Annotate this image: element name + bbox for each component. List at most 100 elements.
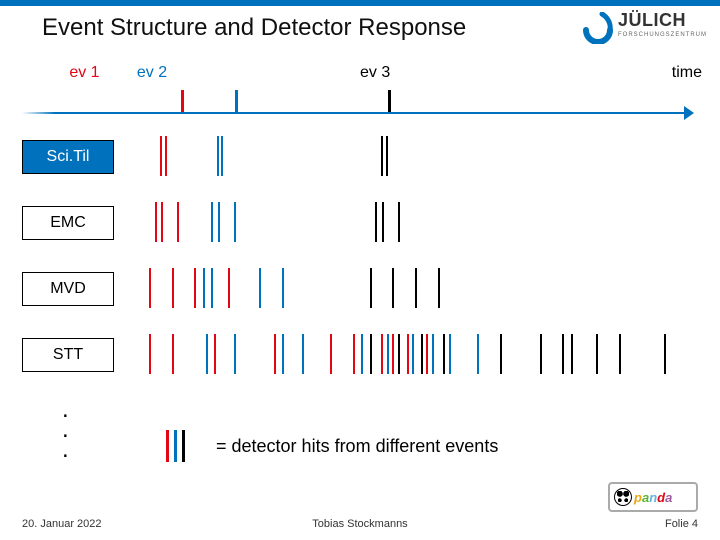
hit-tick bbox=[206, 334, 208, 374]
lane-tick-area bbox=[132, 202, 698, 242]
hit-tick bbox=[353, 334, 355, 374]
hit-tick bbox=[426, 334, 428, 374]
hit-tick bbox=[361, 334, 363, 374]
lane-label: Sci.Til bbox=[22, 140, 114, 174]
hit-tick bbox=[571, 334, 573, 374]
hit-tick bbox=[282, 268, 284, 308]
top-bar bbox=[0, 0, 720, 6]
hit-tick bbox=[282, 334, 284, 374]
hit-tick bbox=[415, 268, 417, 308]
axis-event-label-ev2: ev 2 bbox=[137, 64, 167, 82]
hit-tick bbox=[203, 268, 205, 308]
lane-tick-area bbox=[132, 268, 698, 308]
hit-tick bbox=[234, 202, 236, 242]
lane-mvd: MVD bbox=[22, 262, 698, 328]
axis-event-label-ev1: ev 1 bbox=[69, 64, 99, 82]
hit-tick bbox=[596, 334, 598, 374]
panda-letter: a bbox=[642, 490, 649, 505]
hit-tick bbox=[398, 202, 400, 242]
hit-tick bbox=[155, 202, 157, 242]
hit-tick bbox=[370, 334, 372, 374]
footer-author: Tobias Stockmanns bbox=[312, 518, 407, 530]
hit-tick bbox=[221, 136, 223, 176]
lane-label: STT bbox=[22, 338, 114, 372]
hit-tick bbox=[149, 268, 151, 308]
hit-tick bbox=[228, 268, 230, 308]
hit-tick bbox=[218, 202, 220, 242]
hit-tick bbox=[381, 136, 383, 176]
hit-tick bbox=[149, 334, 151, 374]
hit-tick bbox=[302, 334, 304, 374]
hit-tick bbox=[211, 268, 213, 308]
hit-tick bbox=[165, 136, 167, 176]
hit-tick bbox=[381, 334, 383, 374]
axis-time-label: time bbox=[672, 64, 702, 82]
legend-tick bbox=[182, 430, 185, 462]
hit-tick bbox=[217, 136, 219, 176]
panda-letter: p bbox=[634, 490, 642, 505]
hit-tick bbox=[392, 334, 394, 374]
time-axis: ev 1ev 2ev 3 time bbox=[22, 92, 698, 116]
lane-stt: STT bbox=[22, 328, 698, 394]
legend-text: = detector hits from different events bbox=[216, 436, 498, 457]
ellipsis-icon: ... bbox=[62, 400, 69, 460]
hit-tick bbox=[477, 334, 479, 374]
legend-ticks-icon bbox=[166, 430, 204, 462]
lane-label: EMC bbox=[22, 206, 114, 240]
hit-tick bbox=[392, 268, 394, 308]
hit-tick bbox=[432, 334, 434, 374]
lane-emc: EMC bbox=[22, 196, 698, 262]
hit-tick bbox=[500, 334, 502, 374]
hit-tick bbox=[234, 334, 236, 374]
hit-tick bbox=[274, 334, 276, 374]
lane-scitil: Sci.Til bbox=[22, 130, 698, 196]
hit-tick bbox=[211, 202, 213, 242]
julich-icon bbox=[582, 12, 614, 44]
hit-tick bbox=[540, 334, 542, 374]
hit-tick bbox=[443, 334, 445, 374]
lane-tick-area bbox=[132, 334, 698, 374]
hit-tick bbox=[370, 268, 372, 308]
hit-tick bbox=[449, 334, 451, 374]
hit-tick bbox=[259, 268, 261, 308]
hit-tick bbox=[386, 136, 388, 176]
julich-subtext: FORSCHUNGSZENTRUM bbox=[618, 32, 707, 38]
hit-tick bbox=[375, 202, 377, 242]
hit-tick bbox=[421, 334, 423, 374]
hit-tick bbox=[161, 202, 163, 242]
panda-letter: d bbox=[657, 490, 665, 505]
hit-tick bbox=[194, 268, 196, 308]
hit-tick bbox=[214, 334, 216, 374]
hit-tick bbox=[172, 268, 174, 308]
detector-lanes: Sci.Til EMC MVD STT bbox=[22, 130, 698, 394]
hit-tick bbox=[330, 334, 332, 374]
footer-page: Folie 4 bbox=[665, 518, 698, 530]
footer-date: 20. Januar 2022 bbox=[22, 518, 102, 530]
panda-logo: panda bbox=[608, 482, 698, 512]
legend-tick bbox=[166, 430, 169, 462]
slide: Event Structure and Detector Response JÜ… bbox=[0, 0, 720, 540]
axis-arrow-icon bbox=[684, 106, 694, 120]
hit-tick bbox=[177, 202, 179, 242]
legend: = detector hits from different events bbox=[166, 430, 498, 462]
hit-tick bbox=[387, 334, 389, 374]
hit-tick bbox=[172, 334, 174, 374]
axis-line bbox=[22, 112, 688, 114]
hit-tick bbox=[398, 334, 400, 374]
axis-event-label-ev3: ev 3 bbox=[360, 64, 390, 82]
slide-title: Event Structure and Detector Response bbox=[42, 14, 466, 42]
hit-tick bbox=[160, 136, 162, 176]
hit-tick bbox=[438, 268, 440, 308]
panda-letter: n bbox=[649, 490, 657, 505]
panda-letter: a bbox=[665, 490, 672, 505]
panda-icon bbox=[614, 488, 632, 506]
lane-label: MVD bbox=[22, 272, 114, 306]
hit-tick bbox=[382, 202, 384, 242]
legend-tick bbox=[174, 430, 177, 462]
julich-text: JÜLICH bbox=[618, 10, 686, 31]
hit-tick bbox=[412, 334, 414, 374]
julich-logo: JÜLICH FORSCHUNGSZENTRUM bbox=[582, 8, 702, 48]
lane-tick-area bbox=[132, 136, 698, 176]
hit-tick bbox=[407, 334, 409, 374]
hit-tick bbox=[664, 334, 666, 374]
